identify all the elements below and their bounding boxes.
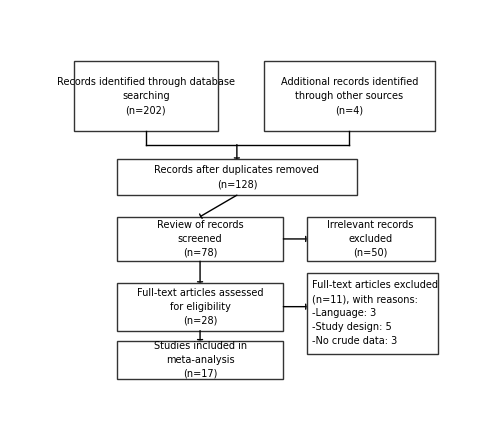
Bar [264,61,434,131]
Bar [117,217,284,261]
Text: Additional records identified
through other sources
(n=4): Additional records identified through ot… [280,77,418,115]
Bar [117,341,284,378]
Bar [306,273,438,354]
Text: Records identified through database
searching
(n=202): Records identified through database sear… [57,77,235,115]
Text: Studies included in
meta-analysis
(n=17): Studies included in meta-analysis (n=17) [154,341,246,378]
Text: Records after duplicates removed
(n=128): Records after duplicates removed (n=128) [154,165,320,189]
Text: Full-text articles assessed
for eligibility
(n=28): Full-text articles assessed for eligibil… [137,288,264,326]
Bar [306,217,434,261]
Text: Full-text articles excluded
(n=11), with reasons:
-Language: 3
-Study design: 5
: Full-text articles excluded (n=11), with… [312,280,438,346]
Text: Irrelevant records
excluded
(n=50): Irrelevant records excluded (n=50) [328,220,414,258]
Bar [117,159,357,195]
Bar [74,61,218,131]
Text: Review of records
screened
(n=78): Review of records screened (n=78) [157,220,244,258]
Bar [117,283,284,331]
